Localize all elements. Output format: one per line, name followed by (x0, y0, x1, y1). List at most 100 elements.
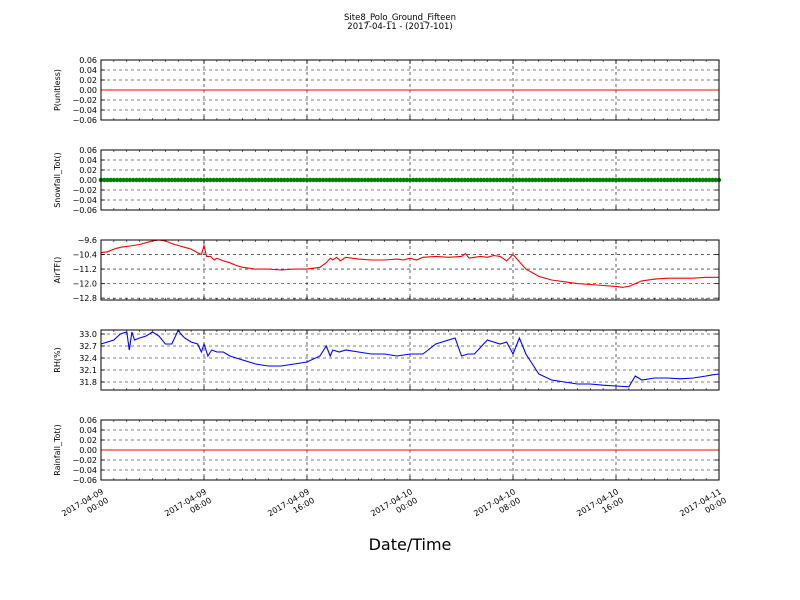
subplot-3: −9.6 −10.4 −11.2 −12.0 −12.8 AirTF() (53, 236, 720, 303)
y-tick-label: −0.06 (72, 116, 97, 125)
y-tick-label: 0.02 (79, 166, 97, 175)
series-point (411, 177, 416, 183)
series-point (221, 177, 226, 183)
y-tick-label: −0.02 (72, 96, 97, 105)
series-point (468, 177, 474, 183)
x-axis-label: Date/Time (369, 535, 452, 554)
series-point (398, 177, 403, 183)
series-point (610, 177, 615, 183)
series-point (140, 177, 146, 183)
subplot-1: 0.060.040.020.00−0.02−0.04−0.06 P(unitles… (53, 56, 720, 125)
series-point (166, 177, 171, 183)
series-point (439, 177, 445, 183)
series-point (250, 177, 255, 183)
series-point (604, 177, 609, 183)
series-point (214, 177, 220, 183)
series-point (317, 177, 323, 183)
series-point (333, 177, 339, 183)
series-point (182, 177, 187, 183)
subplot-5: 0.060.040.020.00−0.02−0.04−0.06 Rainfall_… (53, 416, 728, 518)
series-point (169, 177, 175, 183)
axes-frame (100, 149, 720, 211)
series-point (607, 177, 612, 183)
series-point (681, 177, 686, 183)
series-point (526, 177, 532, 183)
y-tick-label: −0.02 (72, 186, 97, 195)
y-tick-label: −0.04 (72, 466, 97, 475)
series-point (581, 177, 587, 183)
series-point (423, 177, 429, 183)
series-point (575, 177, 580, 183)
series-point (514, 177, 519, 183)
series-point (143, 177, 149, 183)
y-tick-label: 32.4 (79, 354, 97, 363)
series-point (134, 177, 139, 183)
series-point (124, 177, 129, 183)
series-point (385, 177, 390, 183)
y-tick-label: 0.02 (79, 436, 97, 445)
series-point (613, 177, 619, 183)
series-point (121, 177, 126, 183)
series-point (365, 177, 371, 183)
series-point (436, 177, 442, 183)
series-point (298, 177, 303, 183)
series-point (233, 177, 239, 183)
series-point (279, 177, 284, 183)
series-point (549, 177, 554, 183)
series-point (652, 177, 657, 183)
series-point (314, 177, 319, 183)
series-point (262, 177, 268, 183)
y-axis-label: P(unitless) (53, 69, 62, 111)
series-point (559, 177, 564, 183)
series-point (311, 177, 316, 183)
series-point (327, 177, 332, 183)
series-point (346, 177, 352, 183)
series-point (427, 177, 432, 183)
y-tick-label: 0.06 (79, 146, 97, 155)
series-point (555, 177, 561, 183)
series-point (520, 177, 525, 183)
series-point (308, 177, 313, 183)
series-point (481, 177, 487, 183)
series-point (539, 177, 545, 183)
series-point (510, 177, 516, 183)
y-tick-label: −9.6 (78, 236, 97, 245)
y-tick-label: 33.0 (79, 330, 97, 339)
series-point (665, 177, 670, 183)
series-point (208, 177, 213, 183)
series-point (224, 177, 229, 183)
series-point (159, 177, 165, 183)
y-tick-label: −12.8 (72, 294, 97, 303)
series-point (359, 177, 364, 183)
series-point (417, 177, 422, 183)
series-point (594, 177, 599, 183)
series-point (205, 177, 210, 183)
series-point (369, 177, 374, 183)
series-point (256, 177, 261, 183)
series-point (591, 177, 596, 183)
series-point (201, 177, 207, 183)
series-point (237, 177, 242, 183)
series-point (694, 177, 699, 183)
series-point (578, 177, 583, 183)
series-point (253, 177, 258, 183)
series-point (626, 177, 632, 183)
series-point (401, 177, 406, 183)
series-point (678, 177, 683, 183)
series-point (523, 177, 529, 183)
series-point (176, 177, 181, 183)
series-point (710, 177, 715, 183)
series-point (639, 177, 644, 183)
series-point (504, 177, 509, 183)
series-point (478, 177, 484, 183)
series-point (382, 177, 387, 183)
series-point (320, 177, 326, 183)
series-point (375, 177, 381, 183)
y-axis-label: AirTF() (53, 257, 62, 284)
series-point (156, 177, 162, 183)
series-point (118, 177, 123, 183)
series-point (687, 177, 693, 183)
